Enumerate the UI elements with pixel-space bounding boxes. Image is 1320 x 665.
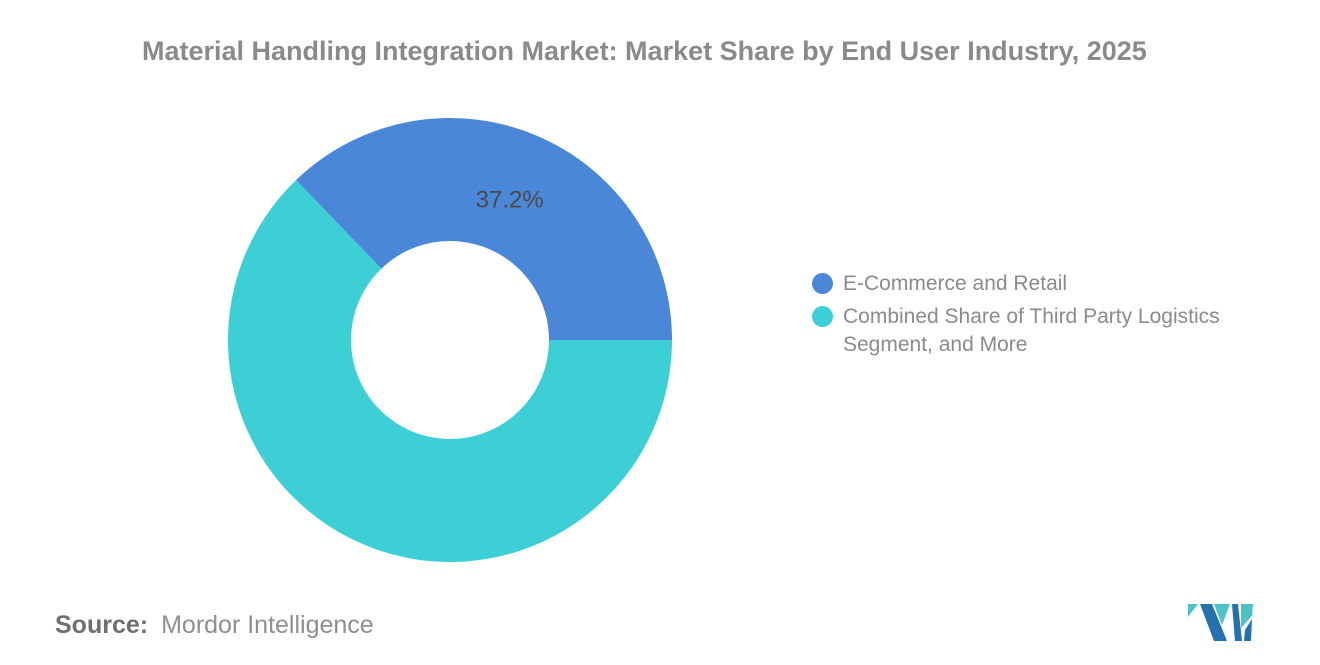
source-note: Source: Mordor Intelligence [55,611,374,640]
logo-shape-blue-stroke-right [1232,604,1242,641]
chart-title: Material Handling Integration Market: Ma… [142,36,1147,66]
source-value: Mordor Intelligence [161,611,374,639]
legend: E-Commerce and Retail Combined Share of T… [812,270,1263,359]
logo-shape-blue-stroke-left [1200,604,1227,641]
donut-chart: 37.2% [227,117,672,562]
source-label: Source: [55,611,149,639]
legend-swatch-icon [812,273,833,294]
mordor-intelligence-logo-icon [1188,604,1253,641]
pie-slice-1[interactable] [227,180,672,562]
legend-label: E-Commerce and Retail [843,272,1068,295]
legend-item-0[interactable]: E-Commerce and Retail [812,270,1263,298]
slice-value-label: 37.2% [476,187,544,214]
logo-shape-blue-i-bottom [1244,619,1252,641]
logo-shape-teal-triangle-left [1188,604,1198,617]
legend-item-1[interactable]: Combined Share of Third Party Logistics … [812,303,1263,359]
pie-slice-0[interactable] [296,117,672,340]
logo-shape-teal-i-top [1241,604,1253,628]
legend-label: Combined Share of Third Party Logistics … [843,305,1220,356]
logo-shape-teal-triangle-mid [1214,604,1230,625]
legend-swatch-icon [812,306,833,327]
